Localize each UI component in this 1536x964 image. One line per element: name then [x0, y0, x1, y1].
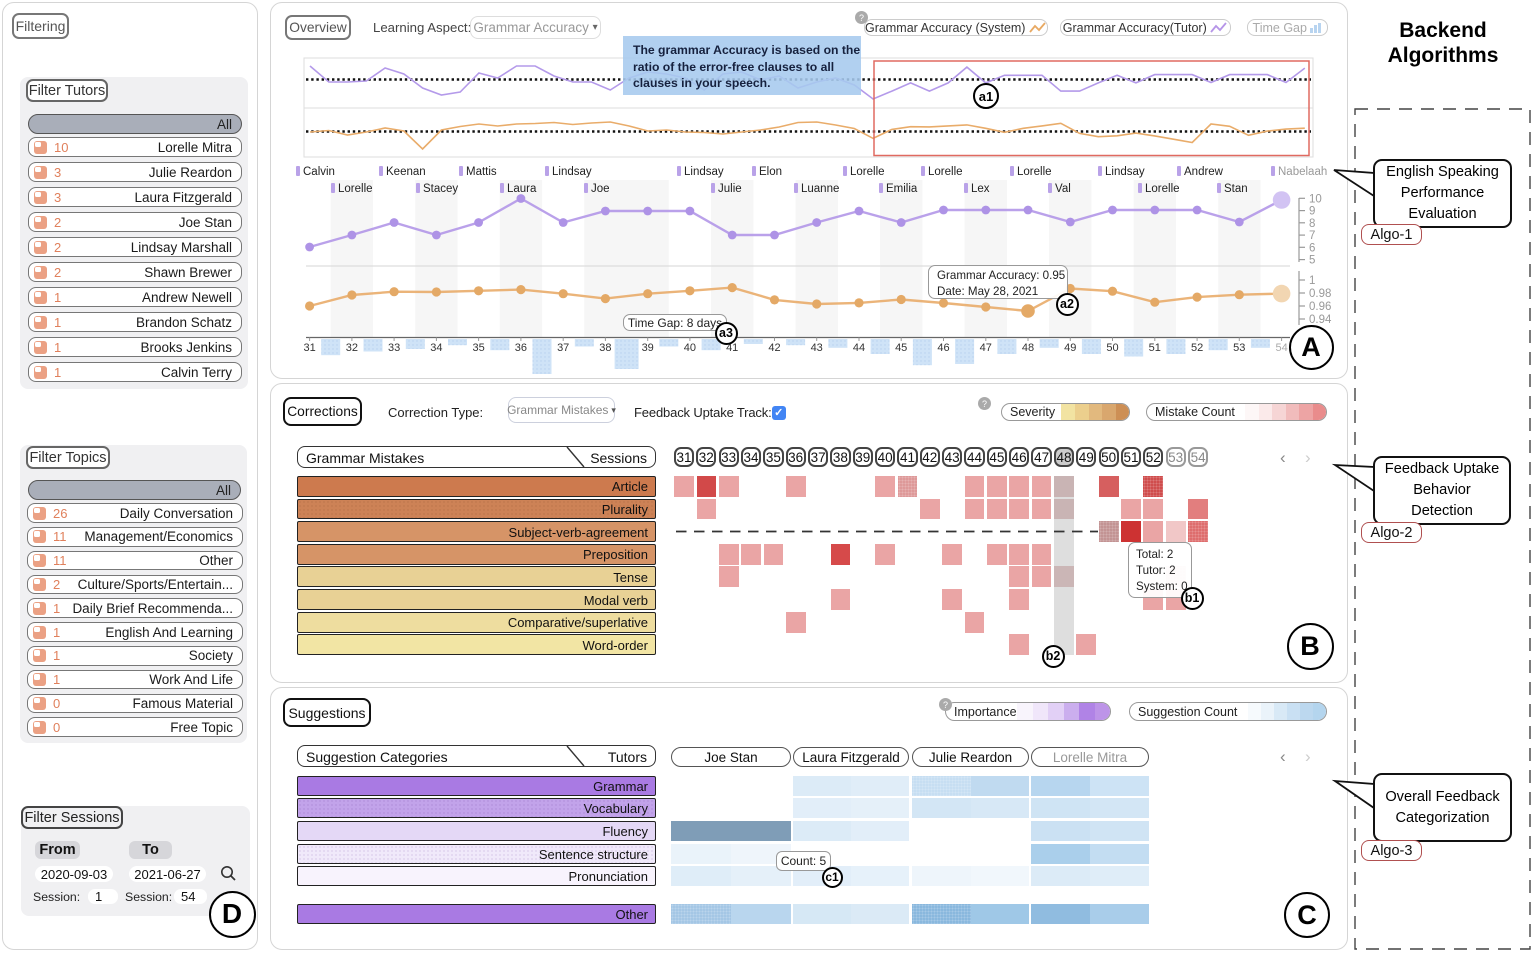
- svg-text:0.96: 0.96: [1309, 301, 1331, 313]
- svg-text:0.94: 0.94: [1309, 314, 1332, 326]
- svg-text:10: 10: [1309, 193, 1322, 205]
- svg-text:7: 7: [1309, 230, 1315, 242]
- svg-text:1: 1: [1309, 275, 1315, 287]
- svg-text:5: 5: [1309, 255, 1315, 267]
- svg-text:9: 9: [1309, 206, 1315, 218]
- svg-text:6: 6: [1309, 242, 1315, 254]
- svg-text:0.98: 0.98: [1309, 288, 1331, 300]
- svg-text:8: 8: [1309, 218, 1315, 230]
